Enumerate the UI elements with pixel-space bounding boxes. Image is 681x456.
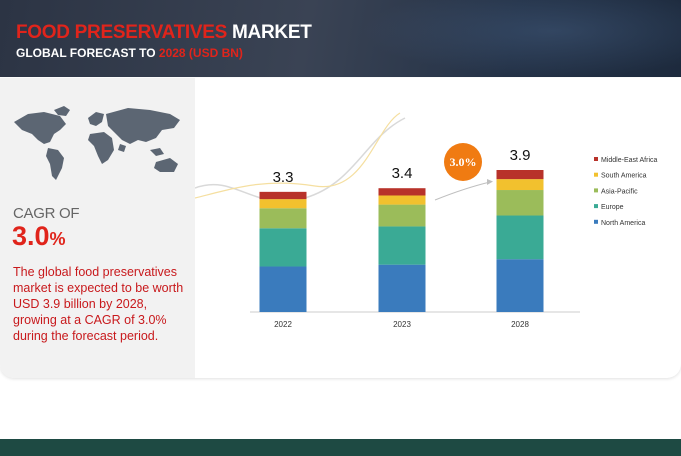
legend-label-2: Asia-Pacific [601,188,638,195]
bar-2028-asia-pacific [496,190,544,216]
bar-2028-south-america [496,179,544,191]
stacked-bar-chart: 3.3 3.4 3.9 2022 2023 2028 Middle-East Afric… [195,112,658,329]
cagr-value: 3.0% [12,221,66,252]
page-subtitle: GLOBAL FORECAST TO 2028 (USD BN) [16,46,243,60]
legend-label-1: South America [601,173,647,180]
bar-2022-asia-pacific [259,208,307,229]
growth-arrowhead [487,179,493,185]
x-tick-2022: 2022 [274,320,292,329]
bar-2023-north-america [378,264,426,312]
cagr-percent: % [49,229,66,249]
header-banner: FOOD PRESERVATIVES MARKET GLOBAL FORECAS… [0,0,681,77]
bar-2028-europe [496,215,544,260]
title-red: FOOD PRESERVATIVES [16,22,228,43]
legend-swatch-4 [594,219,598,224]
footer-bar [0,439,681,456]
legend-swatch-2 [594,188,598,193]
legend-swatch-1 [594,172,598,177]
legend-swatch-0 [594,157,598,161]
bar-2022-south-america [259,199,307,209]
bar-2022-middle-east-africa [259,191,307,200]
decorative-wave-line-accent [195,112,401,199]
cagr-badge-label: 3.0% [450,155,477,169]
x-tick-2028: 2028 [511,320,529,329]
bar-2028-north-america [496,259,544,312]
growth-arrow [434,181,491,201]
world-map-icon [14,106,180,180]
x-tick-2023: 2023 [393,320,411,329]
total-label-2028: 3.9 [510,147,531,164]
bar-2023-asia-pacific [378,204,426,227]
market-description: The global food preservatives market is … [13,265,184,343]
cagr-label: CAGR OF [13,205,80,222]
bar-2023-middle-east-africa [378,188,426,196]
legend-label-0: Middle-East Africa [601,157,658,164]
bar-2023-south-america [378,195,426,205]
page-title: FOOD PRESERVATIVES MARKET [16,22,312,44]
total-label-2023: 3.4 [392,165,413,182]
decorative-wave-line [195,117,406,203]
bar-2022-north-america [259,266,307,312]
legend-swatch-3 [594,204,598,209]
total-label-2022: 3.3 [273,169,294,186]
subtitle-white: GLOBAL FORECAST TO [16,46,156,60]
legend-label-3: Europe [601,204,624,211]
subtitle-red: 2028 (USD BN) [158,46,243,60]
bar-2023-europe [378,226,426,265]
header-tint [361,0,681,77]
legend-label-4: North America [601,220,645,227]
bar-2022-europe [259,228,307,267]
cagr-number: 3.0 [12,221,50,251]
title-white: MARKET [232,22,312,43]
cagr-badge-circle [444,143,482,181]
bar-2028-middle-east-africa [496,170,544,180]
